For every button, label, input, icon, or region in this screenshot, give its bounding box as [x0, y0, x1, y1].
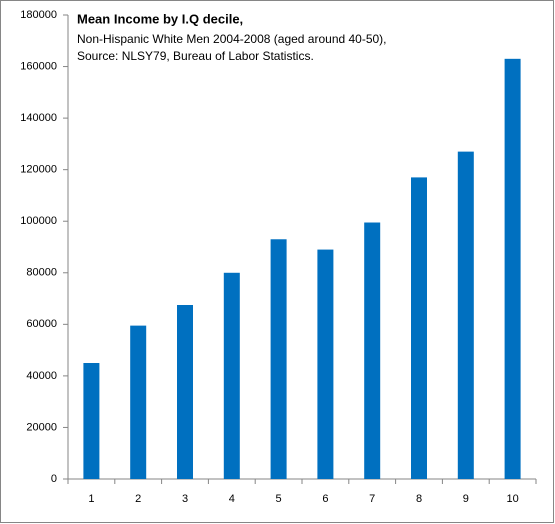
x-tick-label: 2	[135, 493, 141, 505]
bar	[223, 272, 240, 479]
chart-title: Mean Income by I.Q decile,	[77, 11, 243, 26]
x-tick-label: 1	[88, 493, 94, 505]
bar	[83, 363, 100, 479]
x-tick-label: 7	[369, 493, 375, 505]
bar	[177, 305, 193, 479]
bar	[130, 325, 147, 479]
bar	[270, 239, 287, 479]
x-tick-label: 10	[506, 493, 518, 505]
y-tick-label: 160000	[20, 60, 57, 72]
x-tick-label: 8	[416, 493, 422, 505]
x-tick-label: 4	[229, 493, 235, 505]
bar	[504, 58, 521, 479]
x-tick-label: 6	[322, 493, 328, 505]
bar	[364, 222, 381, 479]
y-tick-label: 80000	[26, 267, 57, 279]
y-tick-label: 40000	[26, 370, 57, 382]
x-tick-label: 3	[182, 493, 188, 505]
y-tick-label: 140000	[20, 112, 57, 124]
bar	[317, 249, 334, 479]
bar	[411, 177, 427, 479]
x-tick-label: 5	[276, 493, 282, 505]
y-tick-label: 100000	[20, 215, 57, 227]
bar	[457, 151, 474, 479]
chart-subtitle: Non-Hispanic White Men 2004-2008 (aged a…	[77, 32, 387, 46]
y-tick-label: 20000	[26, 421, 57, 433]
y-tick-label: 180000	[20, 9, 57, 21]
x-tick-label: 9	[463, 493, 469, 505]
y-tick-label: 0	[51, 473, 57, 485]
y-tick-label: 120000	[20, 164, 57, 176]
y-tick-label: 60000	[26, 318, 57, 330]
chart-subtitle: Source: NLSY79, Bureau of Labor Statisti…	[77, 49, 314, 63]
